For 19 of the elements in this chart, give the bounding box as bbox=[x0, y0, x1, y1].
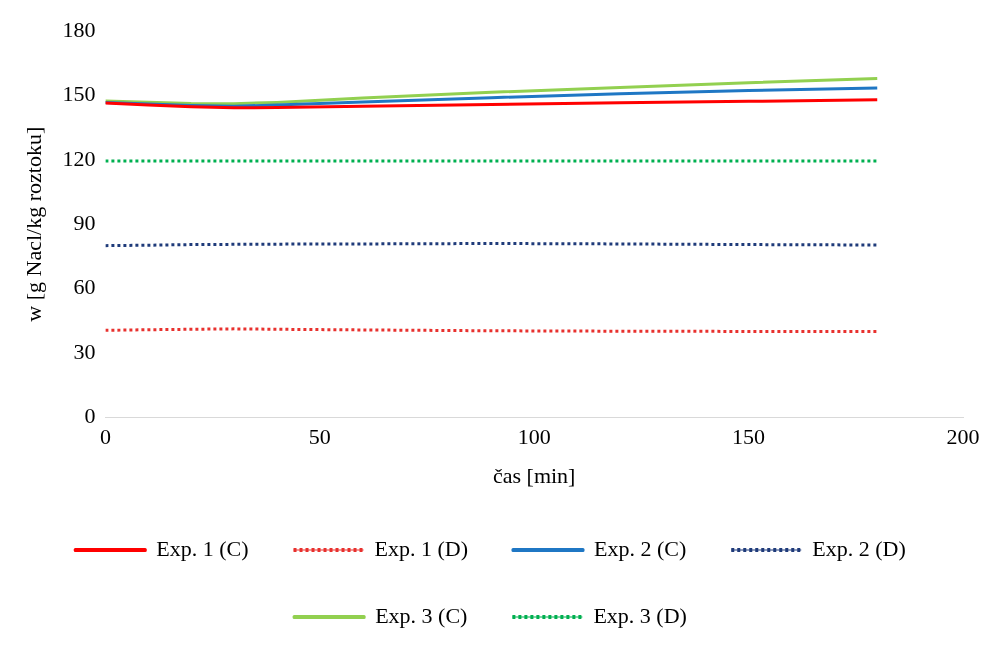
y-tick-label: 30 bbox=[73, 338, 96, 364]
legend-label: Exp. 3 (C) bbox=[375, 602, 468, 628]
x-tick-label: 50 bbox=[308, 424, 331, 450]
legend-label: Exp. 2 (D) bbox=[812, 535, 906, 561]
legend-label: Exp. 3 (D) bbox=[593, 602, 687, 628]
x-tick-label: 200 bbox=[946, 424, 980, 450]
y-tick-label: 0 bbox=[84, 402, 96, 428]
y-tick-label: 180 bbox=[62, 16, 96, 42]
legend-label: Exp. 1 (C) bbox=[156, 535, 249, 561]
x-tick-label: 100 bbox=[517, 424, 551, 450]
legend-label: Exp. 2 (C) bbox=[594, 535, 687, 561]
y-tick-label: 150 bbox=[62, 81, 96, 107]
y-tick-label: 60 bbox=[73, 274, 96, 300]
y-axis-title: w [g Nacl/kg roztoku] bbox=[20, 126, 46, 322]
y-tick-label: 90 bbox=[73, 209, 96, 235]
x-axis-title: čas [min] bbox=[492, 462, 576, 488]
y-tick-label: 120 bbox=[62, 145, 96, 171]
legend-label: Exp. 1 (D) bbox=[374, 535, 469, 561]
x-tick-label: 150 bbox=[732, 424, 766, 450]
